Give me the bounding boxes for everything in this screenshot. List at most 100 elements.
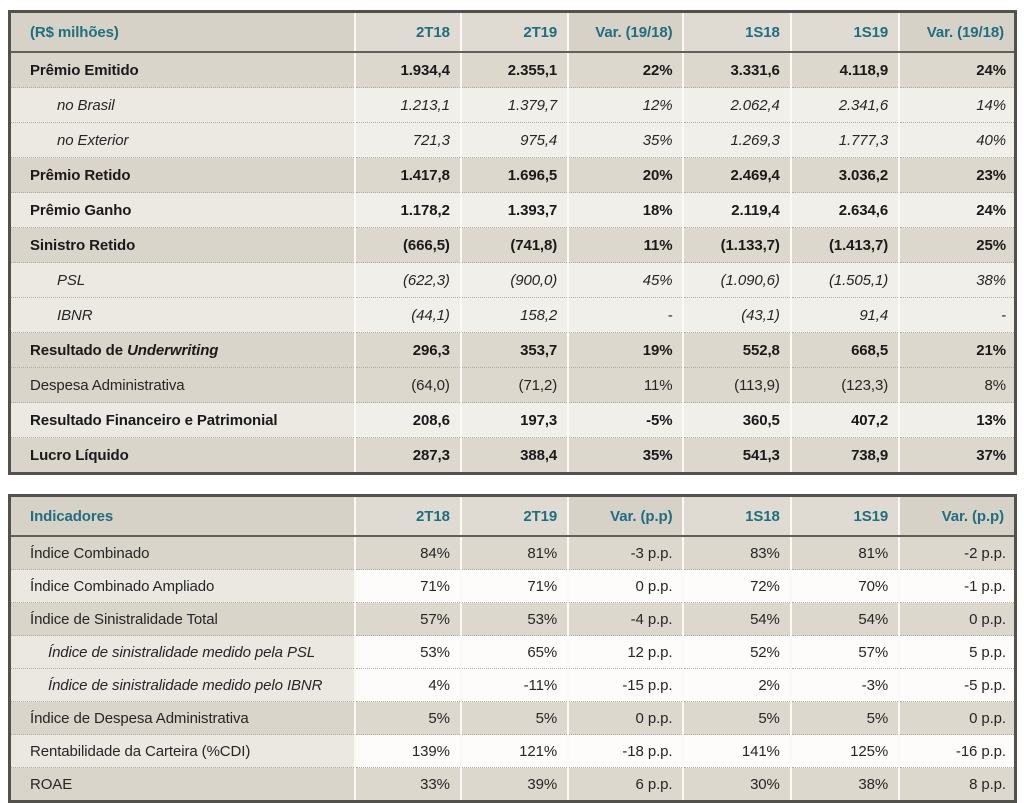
cell-value: 91,4 <box>789 297 900 333</box>
cell-value: -11% <box>459 668 569 702</box>
cell-value: (1.133,7) <box>682 227 791 263</box>
table-row: Índice Combinado 84% 81% -3 p.p. 83% 81% -2 p.… <box>9 536 1016 570</box>
cell-value: 20% <box>567 157 684 193</box>
cell-value: 721,3 <box>353 122 461 158</box>
cell-value: (741,8) <box>459 227 569 263</box>
cell-value: (71,2) <box>459 367 569 403</box>
cell-value: 1.269,3 <box>682 122 791 158</box>
cell-value: 407,2 <box>789 402 900 438</box>
cell-value: (44,1) <box>353 297 461 333</box>
column-header-1s18: 1S18 <box>682 11 791 53</box>
cell-value: 0 p.p. <box>898 701 1016 735</box>
table-row: Prêmio Ganho 1.178,2 1.393,7 18% 2.119,4 2.63… <box>9 192 1016 228</box>
table-row: Resultado Financeiro e Patrimonial 208,6 1… <box>9 402 1016 438</box>
cell-value: 2.062,4 <box>682 87 791 123</box>
cell-value: (113,9) <box>682 367 791 403</box>
cell-value: 5 p.p. <box>898 635 1016 669</box>
column-header-var-s: Var. (19/18) <box>898 11 1016 53</box>
cell-value: 54% <box>682 602 791 636</box>
cell-value: 1.379,7 <box>459 87 569 123</box>
table-row: Índice Combinado Ampliado 71% 71% 0 p.p. 72%… <box>9 569 1016 603</box>
cell-value: 33% <box>353 767 461 802</box>
row-label: Índice Combinado <box>9 536 355 570</box>
cell-value: 1.696,5 <box>459 157 569 193</box>
cell-value: 53% <box>459 602 569 636</box>
indicators-table-body: Índice Combinado 84% 81% -3 p.p. 83% 81% -2 p.… <box>9 536 1016 802</box>
cell-value: 54% <box>789 602 900 636</box>
table-row: no Brasil 1.213,1 1.379,7 12% 2.062,4 2.341,6… <box>9 87 1016 123</box>
cell-value: 1.178,2 <box>353 192 461 228</box>
cell-value: -5% <box>567 402 684 438</box>
table-row: Índice de Sinistralidade Total 57% 53% -4 p… <box>9 602 1016 636</box>
cell-value: 353,7 <box>459 332 569 368</box>
cell-value: -1 p.p. <box>898 569 1016 603</box>
row-label: Prêmio Retido <box>9 157 355 193</box>
table-row: Lucro Líquido 287,3 388,4 35% 541,3 738,9 37% <box>9 437 1016 474</box>
cell-value: 52% <box>682 635 791 669</box>
results-header-row: (R$ milhões) 2T18 2T19 Var. (19/18) 1S18… <box>9 11 1016 53</box>
table-row: Índice de Despesa Administrativa 5% 5% 0 p.… <box>9 701 1016 735</box>
cell-value: 12 p.p. <box>567 635 684 669</box>
table-row: Despesa Administrativa (64,0) (71,2) 11% (11… <box>9 367 1016 403</box>
indicators-header-row: Indicadores 2T18 2T19 Var. (p.p) 1S18 1S… <box>9 495 1016 537</box>
cell-value: 0 p.p. <box>567 569 684 603</box>
column-header-1s19: 1S19 <box>789 495 900 537</box>
column-header-2t19: 2T19 <box>459 495 569 537</box>
cell-value: -3 p.p. <box>567 536 684 570</box>
cell-value: 4% <box>353 668 461 702</box>
cell-value: 1.213,1 <box>353 87 461 123</box>
cell-value: 6 p.p. <box>567 767 684 802</box>
cell-value: 38% <box>898 262 1016 298</box>
cell-value: (1.090,6) <box>682 262 791 298</box>
cell-value: 158,2 <box>459 297 569 333</box>
cell-value: 141% <box>682 734 791 768</box>
cell-value: -15 p.p. <box>567 668 684 702</box>
cell-value: 65% <box>459 635 569 669</box>
cell-value: -5 p.p. <box>898 668 1016 702</box>
row-label: Índice Combinado Ampliado <box>9 569 355 603</box>
cell-value: 24% <box>898 52 1016 88</box>
cell-value: 4.118,9 <box>789 52 900 88</box>
row-label: Rentabilidade da Carteira (%CDI) <box>9 734 355 768</box>
cell-value: 38% <box>789 767 900 802</box>
cell-value: 3.331,6 <box>682 52 791 88</box>
cell-value: 72% <box>682 569 791 603</box>
table-row: Sinistro Retido (666,5) (741,8) 11% (1.133,7… <box>9 227 1016 263</box>
cell-value: 8% <box>898 367 1016 403</box>
cell-value: (1.505,1) <box>789 262 900 298</box>
cell-value: 14% <box>898 87 1016 123</box>
cell-value: 197,3 <box>459 402 569 438</box>
column-header-var-q: Var. (19/18) <box>567 11 684 53</box>
row-label: PSL <box>9 262 355 298</box>
cell-value: 2.634,6 <box>789 192 900 228</box>
column-header-1s19: 1S19 <box>789 11 900 53</box>
cell-value: 668,5 <box>789 332 900 368</box>
column-header-var-pp-q: Var. (p.p) <box>567 495 684 537</box>
cell-value: 3.036,2 <box>789 157 900 193</box>
table-row: Rentabilidade da Carteira (%CDI) 139% 121%… <box>9 734 1016 768</box>
table-row: PSL (622,3) (900,0) 45% (1.090,6) (1.505,1) 38… <box>9 262 1016 298</box>
cell-value: 39% <box>459 767 569 802</box>
cell-value: 84% <box>353 536 461 570</box>
column-header-2t18: 2T18 <box>353 495 461 537</box>
cell-value: 83% <box>682 536 791 570</box>
cell-value: 1.393,7 <box>459 192 569 228</box>
cell-value: 360,5 <box>682 402 791 438</box>
cell-value: 13% <box>898 402 1016 438</box>
cell-value: 2.341,6 <box>789 87 900 123</box>
cell-value: 296,3 <box>353 332 461 368</box>
row-label-emphasis: Underwriting <box>127 341 219 359</box>
cell-value: 81% <box>459 536 569 570</box>
row-label: Índice de Sinistralidade Total <box>9 602 355 636</box>
table-row: no Exterior 721,3 975,4 35% 1.269,3 1.777,3 40… <box>9 122 1016 158</box>
cell-value: 21% <box>898 332 1016 368</box>
cell-value: (622,3) <box>353 262 461 298</box>
row-label: Sinistro Retido <box>9 227 355 263</box>
indicators-table: Indicadores 2T18 2T19 Var. (p.p) 1S18 1S… <box>8 494 1017 803</box>
row-label: ROAE <box>9 767 355 802</box>
cell-value: 287,3 <box>353 437 461 474</box>
results-table: (R$ milhões) 2T18 2T19 Var. (19/18) 1S18… <box>8 10 1017 475</box>
table-row: ROAE 33% 39% 6 p.p. 30% 38% 8 p.p. <box>9 767 1016 802</box>
cell-value: 208,6 <box>353 402 461 438</box>
